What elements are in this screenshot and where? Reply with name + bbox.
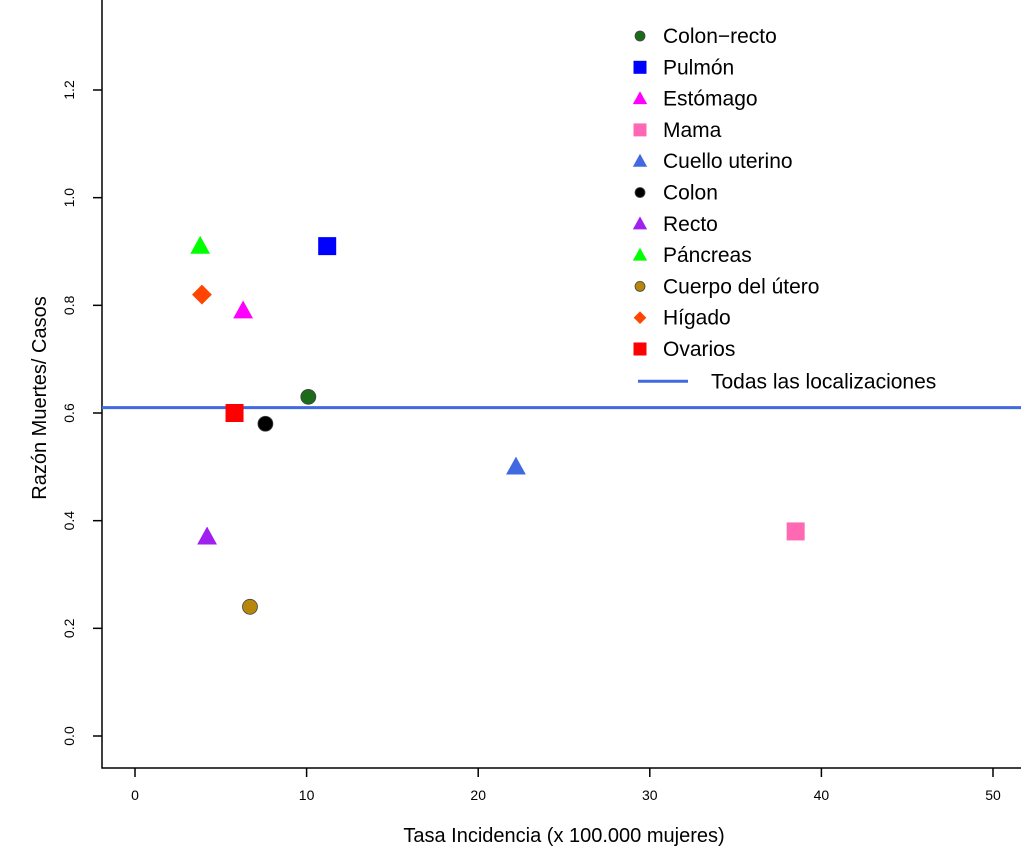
data-point bbox=[257, 415, 274, 432]
x-tick-label: 10 bbox=[299, 787, 315, 803]
legend-label: Ovarios bbox=[663, 338, 735, 361]
legend-label: Mama bbox=[663, 119, 722, 142]
data-point bbox=[300, 388, 317, 405]
y-tick-label: 1.2 bbox=[61, 80, 77, 100]
data-point bbox=[318, 237, 337, 256]
data-point bbox=[190, 235, 211, 254]
y-tick-label: 0.0 bbox=[61, 726, 77, 746]
y-axis: 0.0 0.2 0.4 0.6 0.8 1.0 1.2 bbox=[61, 80, 102, 746]
x-tick-label: 20 bbox=[470, 787, 486, 803]
legend-marker bbox=[632, 247, 648, 261]
legend-label: Todas las localizaciones bbox=[711, 370, 936, 393]
data-point bbox=[242, 598, 258, 615]
data-point bbox=[233, 300, 254, 319]
data-point bbox=[197, 526, 217, 545]
data-point bbox=[192, 284, 212, 305]
legend-marker bbox=[633, 123, 647, 137]
data-point bbox=[786, 522, 805, 541]
legend-label: Pulmón bbox=[663, 56, 734, 79]
y-axis-title: Razón Muertes/ Casos bbox=[29, 296, 51, 499]
x-axis: 0 10 20 30 40 50 bbox=[131, 768, 1001, 803]
plot-frame-line bbox=[101, 0, 1021, 769]
legend: Colon−recto Pulmón Estómago Mama Cuello uter… bbox=[632, 25, 936, 393]
y-tick-label: 1.0 bbox=[61, 188, 77, 208]
legend-marker bbox=[632, 91, 648, 105]
plot-frame bbox=[101, 0, 1021, 769]
x-tick-label: 0 bbox=[131, 787, 139, 803]
legend-label: Hígado bbox=[663, 307, 731, 330]
y-tick-label: 0.2 bbox=[61, 618, 77, 638]
x-tick-label: 50 bbox=[985, 787, 1001, 803]
legend-marker bbox=[634, 30, 646, 42]
x-axis-title: Tasa Incidencia (x 100.000 mujeres) bbox=[403, 825, 724, 847]
y-tick-label: 0.6 bbox=[61, 403, 77, 423]
legend-marker bbox=[633, 60, 647, 74]
x-tick-label: 40 bbox=[814, 787, 830, 803]
legend-marker bbox=[634, 187, 646, 198]
legend-label: Colon bbox=[663, 182, 718, 205]
legend-marker bbox=[634, 280, 646, 292]
y-tick-label: 0.4 bbox=[61, 511, 77, 531]
legend-label: Cuello uterino bbox=[663, 150, 793, 173]
legend-marker bbox=[632, 216, 648, 230]
y-tick-label: 0.8 bbox=[61, 295, 77, 315]
legend-label: Estómago bbox=[663, 88, 758, 111]
data-point bbox=[506, 456, 526, 475]
legend-label: Colon−recto bbox=[663, 25, 777, 48]
x-tick-label: 30 bbox=[642, 787, 658, 803]
legend-label: Cuerpo del útero bbox=[663, 275, 819, 298]
legend-label: Páncreas bbox=[663, 244, 752, 267]
legend-label: Recto bbox=[663, 213, 718, 236]
legend-marker bbox=[633, 311, 647, 324]
legend-marker bbox=[633, 342, 647, 356]
legend-marker bbox=[632, 153, 648, 167]
data-point bbox=[225, 404, 244, 422]
data-points bbox=[190, 235, 805, 615]
